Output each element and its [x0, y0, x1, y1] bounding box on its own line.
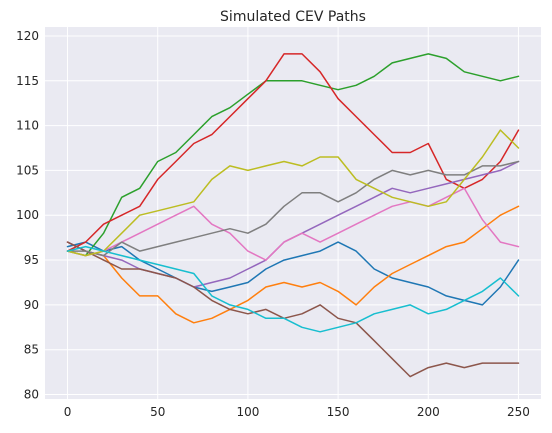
x-tick-label: 100 [236, 405, 259, 419]
series-line-10 [66, 245, 520, 333]
y-tick-label: 110 [16, 119, 39, 133]
y-tick-label: 95 [24, 253, 39, 267]
y-tick-label: 120 [16, 29, 39, 43]
chart-title: Simulated CEV Paths [220, 9, 366, 25]
series-line-9 [66, 129, 520, 257]
y-tick-label: 100 [16, 208, 39, 222]
y-tick-label: 90 [24, 298, 39, 312]
series-line-3 [66, 53, 520, 257]
series-line-6 [66, 241, 520, 378]
x-tick-label: 50 [150, 405, 165, 419]
plot-background [45, 27, 541, 399]
x-tick-label: 250 [507, 405, 530, 419]
x-tick-label: 150 [327, 405, 350, 419]
y-tick-label: 85 [24, 343, 39, 357]
series-line-8 [66, 160, 520, 257]
series-line-7 [66, 187, 520, 261]
y-tick-label: 115 [16, 74, 39, 88]
y-tick-label: 80 [24, 388, 39, 402]
series-line-2 [66, 205, 520, 324]
x-tick-label: 0 [64, 405, 72, 419]
y-tick-label: 105 [16, 163, 39, 177]
x-tick-label: 200 [417, 405, 440, 419]
